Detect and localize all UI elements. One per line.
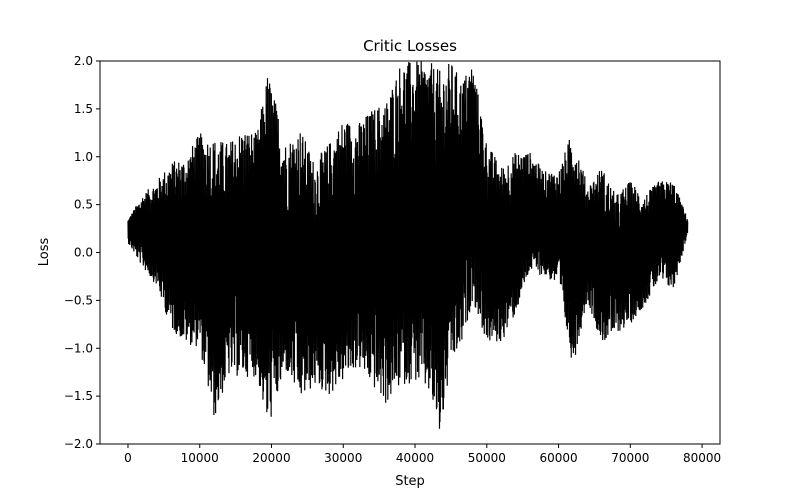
y-tick-label: 1.5 [74, 102, 93, 116]
plot-area [99, 60, 721, 445]
y-tick-label: −1.5 [64, 389, 93, 403]
x-tick-label: 40000 [396, 451, 434, 465]
chart-title: Critic Losses [363, 37, 457, 55]
x-tick-label: 80000 [683, 451, 721, 465]
x-axis-label: Step [395, 474, 425, 489]
y-tick-label: 1.0 [74, 150, 93, 164]
y-axis-label: Loss [37, 238, 52, 267]
y-axis: −2.0 −1.5 −1.0 −0.5 0.0 0.5 1.0 1.5 2.0 [64, 54, 100, 451]
y-tick-label: −2.0 [64, 437, 93, 451]
y-tick-label: −1.0 [64, 341, 93, 355]
y-tick-label: −0.5 [64, 293, 93, 307]
series-layer [127, 61, 689, 429]
x-axis: 0 10000 20000 30000 40000 50000 60000 70000 8000… [124, 444, 721, 465]
y-tick-label: 0.0 [74, 246, 93, 260]
x-tick-label: 50000 [468, 451, 506, 465]
y-tick-label: 0.5 [74, 198, 93, 212]
y-tick-label: 2.0 [74, 54, 93, 68]
x-tick-label: 10000 [181, 451, 219, 465]
series-line [127, 61, 689, 429]
x-tick-label: 0 [124, 451, 132, 465]
x-tick-label: 30000 [324, 451, 362, 465]
x-tick-label: 20000 [252, 451, 290, 465]
x-tick-label: 70000 [611, 451, 649, 465]
x-tick-label: 60000 [539, 451, 577, 465]
